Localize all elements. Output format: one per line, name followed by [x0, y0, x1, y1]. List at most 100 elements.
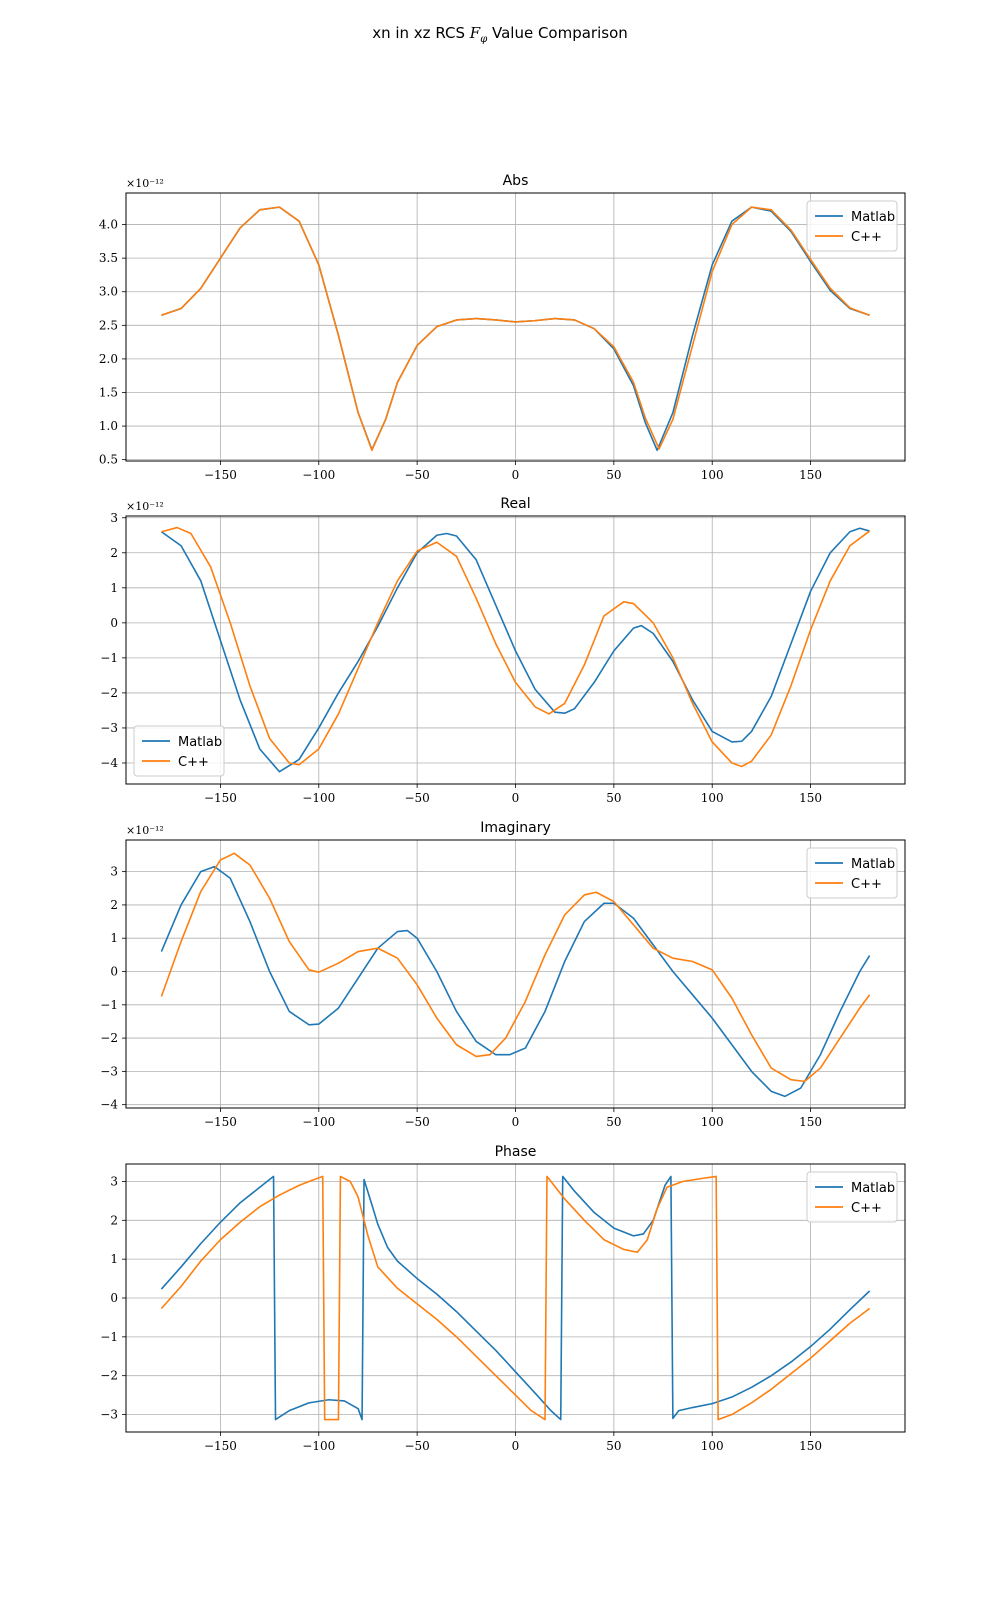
- x-tick-label: 50: [606, 1115, 621, 1129]
- y-tick-label: 2: [110, 898, 118, 912]
- chart-abs: −150 −100 −50 0 50 100 150 0.5 1.0 1.5 2.0 2.5 3.0 3.…: [99, 173, 906, 482]
- x-tick-label: 0: [512, 1115, 520, 1129]
- subplot-title: Imaginary: [480, 820, 551, 836]
- y-tick-label: 2: [110, 1213, 118, 1227]
- figure-title-symbol-sub: φ: [480, 34, 488, 45]
- y-offset-label: ×10⁻¹²: [126, 500, 164, 513]
- x-tick-label: −50: [404, 468, 429, 482]
- y-tick-label: −3: [100, 1408, 118, 1422]
- y-tick-label: −2: [100, 1031, 118, 1045]
- x-tick-label: 100: [701, 468, 724, 482]
- x-tick-label: −150: [204, 1439, 237, 1453]
- series-line-matlab: [160, 1175, 871, 1421]
- x-tick-label: −100: [302, 1115, 335, 1129]
- series-line-cpp: [161, 206, 870, 452]
- y-tick-label: −2: [100, 1369, 118, 1383]
- x-tick-label: 100: [701, 1115, 724, 1129]
- y-tick-label: −3: [100, 1064, 118, 1078]
- y-tick-label: 2: [110, 546, 118, 560]
- figure-title-symbol: Fφ: [469, 24, 488, 45]
- legend-box: [806, 200, 898, 252]
- y-tick-label: 1: [110, 1252, 118, 1266]
- legend: Matlab C++: [806, 200, 898, 252]
- y-tick-label: 2.5: [99, 318, 118, 332]
- y-tick-label: 1: [110, 931, 118, 945]
- y-tick-label: 3.5: [99, 251, 118, 265]
- y-tick-label: 0.5: [99, 453, 118, 467]
- y-tick-label: 3: [110, 1174, 118, 1188]
- x-tick-label: −150: [204, 468, 237, 482]
- y-tick-label: −1: [100, 1330, 118, 1344]
- series-line-cpp: [160, 852, 871, 1083]
- legend-label: Matlab: [178, 735, 222, 750]
- x-tick-label: −50: [404, 791, 429, 805]
- legend: Matlab C++: [133, 725, 225, 777]
- legend-label: C++: [851, 877, 882, 892]
- x-tick-label: −150: [204, 791, 237, 805]
- legend-box: [133, 725, 225, 777]
- legend-label: C++: [851, 230, 882, 245]
- legend-box: [806, 847, 898, 899]
- x-tick-label: 100: [701, 1439, 724, 1453]
- x-tick-label: 0: [512, 1439, 520, 1453]
- y-tick-label: 0: [110, 1291, 118, 1305]
- y-tick-label: 1.5: [99, 385, 118, 399]
- x-tick-label: −100: [302, 468, 335, 482]
- y-tick-label: 3.0: [99, 285, 118, 299]
- figure-title-prefix: xn in xz RCS: [372, 24, 465, 42]
- x-tick-label: −100: [302, 791, 335, 805]
- x-tick-label: 0: [512, 791, 520, 805]
- y-tick-label: −3: [100, 721, 118, 735]
- x-tick-label: 150: [799, 1115, 822, 1129]
- y-tick-label: −1: [100, 651, 118, 665]
- y-tick-label: 4.0: [99, 218, 118, 232]
- x-tick-label: 150: [799, 468, 822, 482]
- y-tick-label: −4: [100, 1098, 118, 1112]
- legend-box: [806, 1171, 898, 1223]
- figure-title-symbol-main: F: [469, 24, 481, 42]
- x-tick-label: −50: [404, 1115, 429, 1129]
- y-offset-label: ×10⁻¹²: [126, 824, 164, 837]
- y-tick-label: −2: [100, 686, 118, 700]
- series-line-cpp: [161, 526, 871, 768]
- series-line-cpp: [160, 1175, 871, 1421]
- legend-label: C++: [851, 1201, 882, 1216]
- chart-real: −150 −100 −50 0 50 100 150 −4 −3 −2 −1 0 1 2 3 ×10⁻¹² Re…: [100, 496, 906, 805]
- y-tick-label: 0: [110, 965, 118, 979]
- y-offset-label: ×10⁻¹²: [126, 177, 164, 190]
- x-tick-label: 150: [799, 1439, 822, 1453]
- x-tick-label: 50: [606, 1439, 621, 1453]
- y-tick-label: 1.0: [99, 419, 118, 433]
- chart-phase: −150 −100 −50 0 50 100 150 −3 −2 −1 0 1 2 3 Phase Matla…: [100, 1144, 906, 1453]
- subplot-title: Phase: [495, 1144, 537, 1160]
- x-tick-label: −50: [404, 1439, 429, 1453]
- y-tick-label: 1: [110, 581, 118, 595]
- x-tick-label: 50: [606, 468, 621, 482]
- y-tick-label: 3: [110, 865, 118, 879]
- legend: Matlab C++: [806, 847, 898, 899]
- figure-title-suffix: Value Comparison: [492, 24, 628, 42]
- x-tick-label: −100: [302, 1439, 335, 1453]
- x-tick-label: −150: [204, 1115, 237, 1129]
- x-tick-label: 100: [701, 791, 724, 805]
- legend: Matlab C++: [806, 1171, 898, 1223]
- x-tick-label: 150: [799, 791, 822, 805]
- y-tick-label: −1: [100, 998, 118, 1012]
- subplot-title: Real: [500, 496, 530, 512]
- y-tick-label: −4: [100, 756, 118, 770]
- x-tick-label: 50: [606, 791, 621, 805]
- legend-label: Matlab: [851, 1181, 895, 1196]
- chart-imaginary: −150 −100 −50 0 50 100 150 −4 −3 −2 −1 0 1 2 3 ×10⁻¹² Im…: [100, 820, 906, 1129]
- legend-label: C++: [178, 755, 209, 770]
- figure-title: xn in xz RCS Fφ Value Comparison: [0, 24, 1000, 45]
- subplot-title: Abs: [503, 173, 529, 189]
- y-tick-label: 0: [110, 616, 118, 630]
- series-line-matlab: [160, 865, 871, 1098]
- legend-label: Matlab: [851, 210, 895, 225]
- series-line-matlab: [160, 527, 870, 773]
- y-tick-label: 3: [110, 511, 118, 525]
- legend-label: Matlab: [851, 857, 895, 872]
- x-tick-label: 0: [512, 468, 520, 482]
- y-tick-label: 2.0: [99, 352, 118, 366]
